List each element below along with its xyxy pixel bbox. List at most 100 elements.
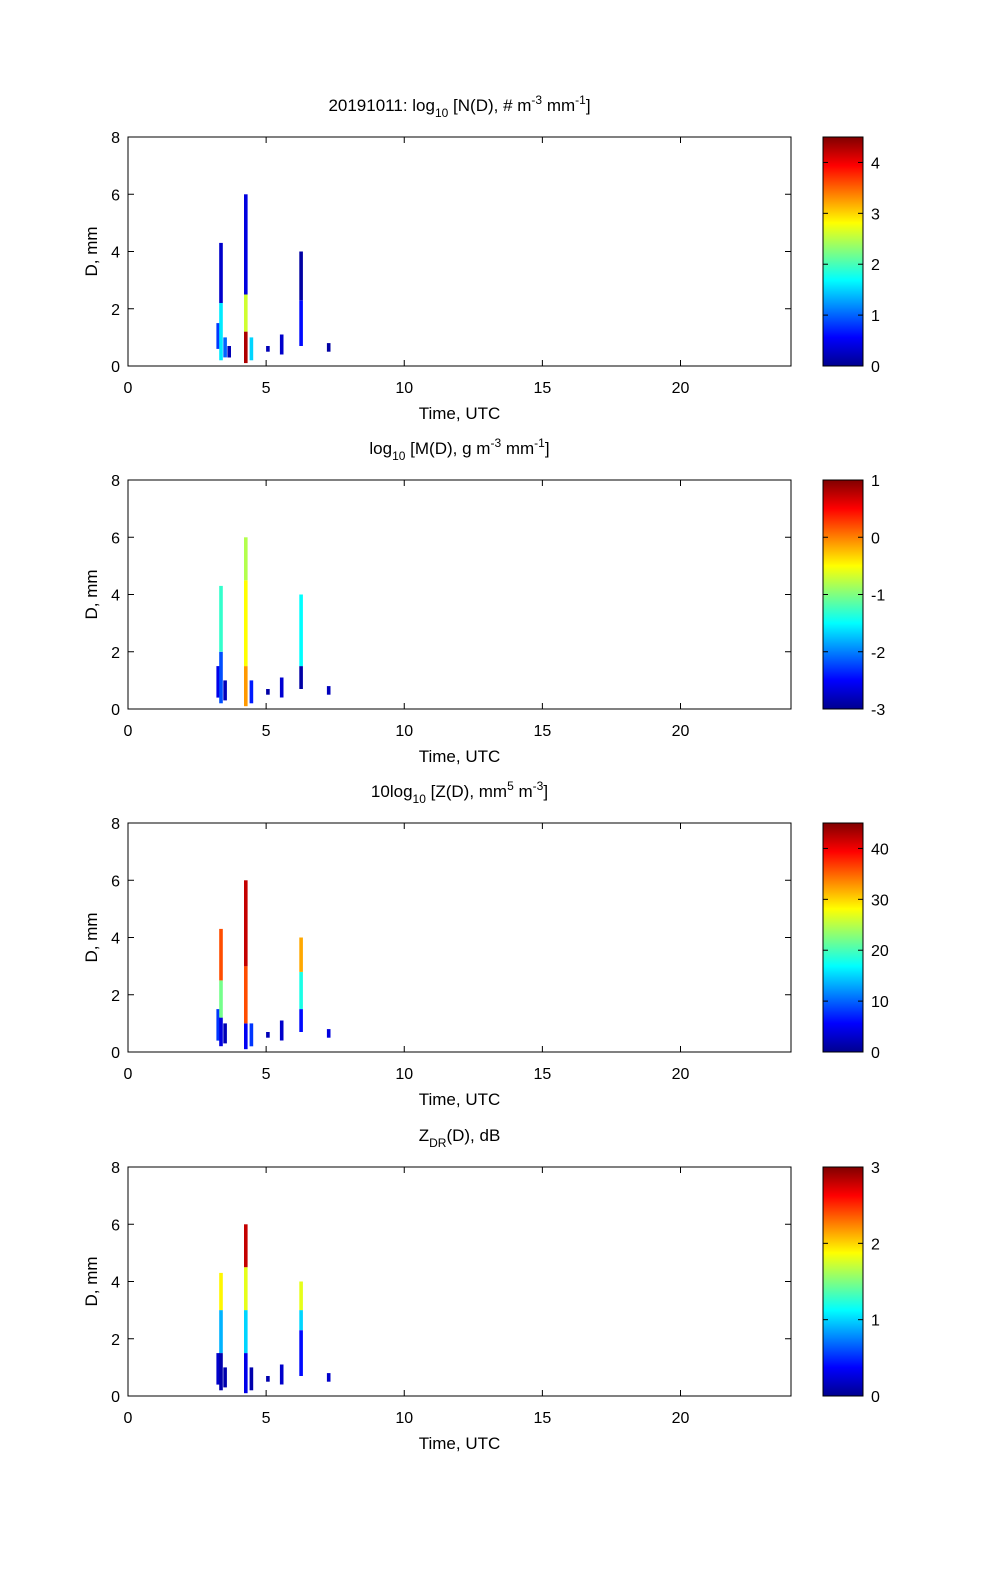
data-cell [216, 323, 220, 349]
heatmap-cells [216, 880, 331, 1050]
colorbar-tick-label: 2 [871, 257, 880, 274]
data-cell [244, 580, 248, 667]
colorbar-tick-label: 0 [871, 1045, 880, 1062]
data-cell [244, 537, 248, 581]
colorbar-gradient [822, 1166, 864, 1397]
plot-frame [127, 822, 792, 1053]
data-cell [244, 966, 248, 1024]
colorbar-tick-label: 1 [871, 1313, 880, 1330]
y-tick-label: 6 [111, 530, 120, 547]
y-tick-label: 0 [111, 359, 120, 376]
x-tick-label: 20 [672, 723, 690, 740]
data-cell [223, 1367, 227, 1388]
y-axis-label: D, mm [82, 569, 101, 619]
data-cell [244, 1310, 248, 1353]
data-cell [223, 1023, 227, 1044]
colorbar: 0 1 2 3 4 [822, 136, 880, 376]
data-cell [249, 680, 254, 704]
colorbar-tick-label: -2 [871, 645, 885, 662]
data-cell [326, 1029, 331, 1038]
x-tick-label: 5 [262, 723, 271, 740]
data-cell [244, 666, 248, 707]
panel-2: log10 [M(D), g m-3 mm-1]0 5 10 15 2002468Tim… [82, 436, 885, 766]
colorbar-tick-label: -3 [871, 702, 885, 719]
panel-title: 20191011: log10 [N(D), # m-3 mm-1] [328, 93, 590, 120]
data-cell [219, 1310, 223, 1353]
y-tick-label: 8 [111, 1160, 120, 1177]
data-cell [219, 303, 223, 361]
data-cell [244, 294, 248, 332]
data-cell [279, 334, 284, 355]
colorbar-tick-label: 2 [871, 1236, 880, 1253]
colorbar-tick-label: 3 [871, 1160, 880, 1177]
x-tick-label: 15 [533, 1066, 551, 1083]
data-cell [216, 666, 220, 698]
data-cell [244, 331, 248, 364]
x-tick-label: 0 [124, 380, 133, 397]
colorbar-tick-label: 30 [871, 892, 889, 909]
x-tick-label: 10 [395, 1066, 413, 1083]
panel-title: 10log10 [Z(D), mm5 m-3] [371, 779, 548, 806]
data-cell [244, 1267, 248, 1311]
data-cell [279, 677, 284, 698]
data-cell [266, 1376, 270, 1382]
data-cell [279, 1020, 284, 1041]
x-tick-label: 20 [672, 1066, 690, 1083]
panel-title: ZDR(D), dB [419, 1126, 501, 1150]
x-tick-label: 5 [262, 380, 271, 397]
colorbar-tick-label: 0 [871, 359, 880, 376]
y-tick-label: 4 [111, 1275, 120, 1292]
y-tick-label: 0 [111, 702, 120, 719]
data-cell [279, 1364, 284, 1385]
colorbar-tick-label: 20 [871, 943, 889, 960]
data-cell [219, 651, 223, 704]
y-tick-label: 6 [111, 873, 120, 890]
data-cell [216, 1009, 220, 1041]
data-cell [326, 343, 331, 352]
colorbar-gradient [822, 136, 864, 367]
y-tick-label: 8 [111, 473, 120, 490]
x-axis-label: Time, UTC [419, 404, 501, 423]
data-cell [266, 346, 270, 352]
x-tick-label: 15 [533, 1410, 551, 1427]
x-axis-label: Time, UTC [419, 747, 501, 766]
plot-frame [127, 479, 792, 710]
data-cell [223, 680, 227, 701]
y-axis-label: D, mm [82, 1256, 101, 1306]
colorbar-tick-label: 0 [871, 530, 880, 547]
y-tick-label: 0 [111, 1045, 120, 1062]
x-tick-label: 5 [262, 1410, 271, 1427]
colorbar-tick-label: 1 [871, 473, 880, 490]
heatmap-cells [216, 1224, 331, 1394]
colorbar-tick-label: 3 [871, 206, 880, 223]
data-cell [249, 1023, 254, 1047]
x-tick-label: 20 [672, 1410, 690, 1427]
data-cell [219, 1272, 223, 1311]
panel-title: log10 [M(D), g m-3 mm-1] [369, 436, 549, 463]
data-cell [244, 1023, 248, 1050]
data-cell [219, 585, 223, 652]
y-tick-label: 8 [111, 130, 120, 147]
data-cell [299, 300, 303, 346]
x-axis-label: Time, UTC [419, 1090, 501, 1109]
data-cell [227, 346, 231, 358]
data-cell [249, 337, 254, 361]
data-cell [299, 251, 303, 301]
data-cell [244, 194, 248, 295]
colorbar: 0 10 20 30 40 [822, 822, 889, 1062]
data-cell [244, 1353, 248, 1394]
y-tick-label: 6 [111, 187, 120, 204]
colorbar: -3 -2 -1 0 1 [822, 473, 885, 719]
data-cell [266, 689, 270, 695]
plot-frame [127, 1166, 792, 1397]
data-cell [244, 880, 248, 967]
x-tick-label: 20 [672, 380, 690, 397]
data-cell [219, 1017, 223, 1047]
y-axis-label: D, mm [82, 226, 101, 276]
y-tick-label: 6 [111, 1217, 120, 1234]
data-cell [223, 337, 227, 358]
y-tick-label: 4 [111, 588, 120, 605]
panel-1: 20191011: log10 [N(D), # m-3 mm-1]0 5 10 15… [82, 93, 880, 423]
y-tick-label: 2 [111, 645, 120, 662]
colorbar-tick-label: -1 [871, 588, 885, 605]
